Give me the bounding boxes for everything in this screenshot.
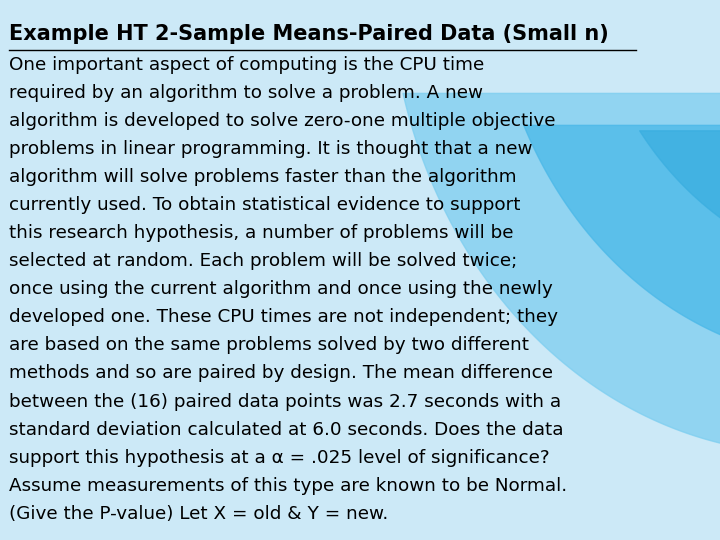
- Text: currently used. To obtain statistical evidence to support: currently used. To obtain statistical ev…: [9, 196, 520, 214]
- Text: standard deviation calculated at 6.0 seconds. Does the data: standard deviation calculated at 6.0 sec…: [9, 421, 563, 438]
- Text: Assume measurements of this type are known to be Normal.: Assume measurements of this type are kno…: [9, 477, 567, 495]
- Text: support this hypothesis at a α = .025 level of significance?: support this hypothesis at a α = .025 le…: [9, 449, 549, 467]
- Text: selected at random. Each problem will be solved twice;: selected at random. Each problem will be…: [9, 252, 517, 270]
- Text: once using the current algorithm and once using the newly: once using the current algorithm and onc…: [9, 280, 552, 298]
- Text: (Give the P-value) Let X = old & Y = new.: (Give the P-value) Let X = old & Y = new…: [9, 505, 388, 523]
- Text: developed one. These CPU times are not independent; they: developed one. These CPU times are not i…: [9, 308, 557, 326]
- Text: this research hypothesis, a number of problems will be: this research hypothesis, a number of pr…: [9, 224, 513, 242]
- Text: between the (16) paired data points was 2.7 seconds with a: between the (16) paired data points was …: [9, 393, 561, 410]
- Text: required by an algorithm to solve a problem. A new: required by an algorithm to solve a prob…: [9, 84, 482, 102]
- Text: methods and so are paired by design. The mean difference: methods and so are paired by design. The…: [9, 364, 553, 382]
- Text: algorithm will solve problems faster than the algorithm: algorithm will solve problems faster tha…: [9, 168, 516, 186]
- Text: Example HT 2-Sample Means-Paired Data (Small n): Example HT 2-Sample Means-Paired Data (S…: [9, 24, 608, 44]
- Text: problems in linear programming. It is thought that a new: problems in linear programming. It is th…: [9, 140, 532, 158]
- Text: algorithm is developed to solve zero-one multiple objective: algorithm is developed to solve zero-one…: [9, 112, 555, 130]
- Text: are based on the same problems solved by two different: are based on the same problems solved by…: [9, 336, 528, 354]
- Text: One important aspect of computing is the CPU time: One important aspect of computing is the…: [9, 56, 484, 73]
